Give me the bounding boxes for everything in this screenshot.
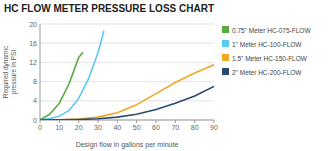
series-line — [40, 65, 214, 120]
x-tick-label: 70 — [171, 124, 179, 131]
x-tick-label: 80 — [191, 124, 199, 131]
grid-line — [40, 43, 214, 44]
series-line — [40, 31, 104, 120]
grid-line — [40, 100, 214, 101]
chart: HC FLOW METER PRESSURE LOSS CHART 0 4 8 12 16… — [0, 0, 334, 151]
y-tick-label: 8 — [33, 78, 37, 85]
y-axis-label: Required dynamicpressure in PSI — [2, 45, 18, 98]
x-tick-label: 0 — [38, 124, 42, 131]
legend-label: 1" Meter HC-100-FLOW — [232, 41, 302, 48]
x-tick-label: 50 — [133, 124, 141, 131]
plot-area — [40, 31, 214, 120]
y-tick-label: 4 — [33, 97, 37, 104]
grid-line — [40, 81, 214, 82]
grid-line — [40, 24, 214, 25]
legend-swatch — [222, 26, 229, 33]
x-axis-label: Design flow in gallons per minute — [76, 141, 179, 149]
x-tick-label: 40 — [113, 124, 121, 131]
y-tick-label: 16 — [29, 40, 37, 47]
legend-label: 1.5" Meter HC-150-FLOW — [232, 55, 308, 62]
legend-swatch — [222, 54, 229, 61]
title: HC FLOW METER PRESSURE LOSS CHART — [4, 3, 214, 14]
legend-swatch — [222, 68, 229, 75]
x-tick-label: 10 — [55, 124, 63, 131]
y-tick-label: 20 — [29, 21, 37, 28]
legend-label: 2" Meter HC-200-FLOW — [232, 69, 302, 76]
y-axis — [40, 24, 41, 120]
x-tick-label: 60 — [152, 124, 160, 131]
legend-label: 0.75" Meter HC-075-FLOW — [232, 27, 311, 34]
grid-line — [40, 62, 214, 63]
y-tick-label: 0 — [33, 117, 37, 124]
x-tick-label: 90 — [210, 124, 218, 131]
series-line — [40, 86, 214, 120]
x-tick-label: 30 — [94, 124, 102, 131]
y-tick-label: 12 — [29, 59, 37, 66]
y-axis-label-line: pressure in PSI — [10, 50, 18, 95]
series-line — [40, 53, 83, 120]
x-tick-label: 20 — [75, 124, 83, 131]
legend-swatch — [222, 40, 229, 47]
